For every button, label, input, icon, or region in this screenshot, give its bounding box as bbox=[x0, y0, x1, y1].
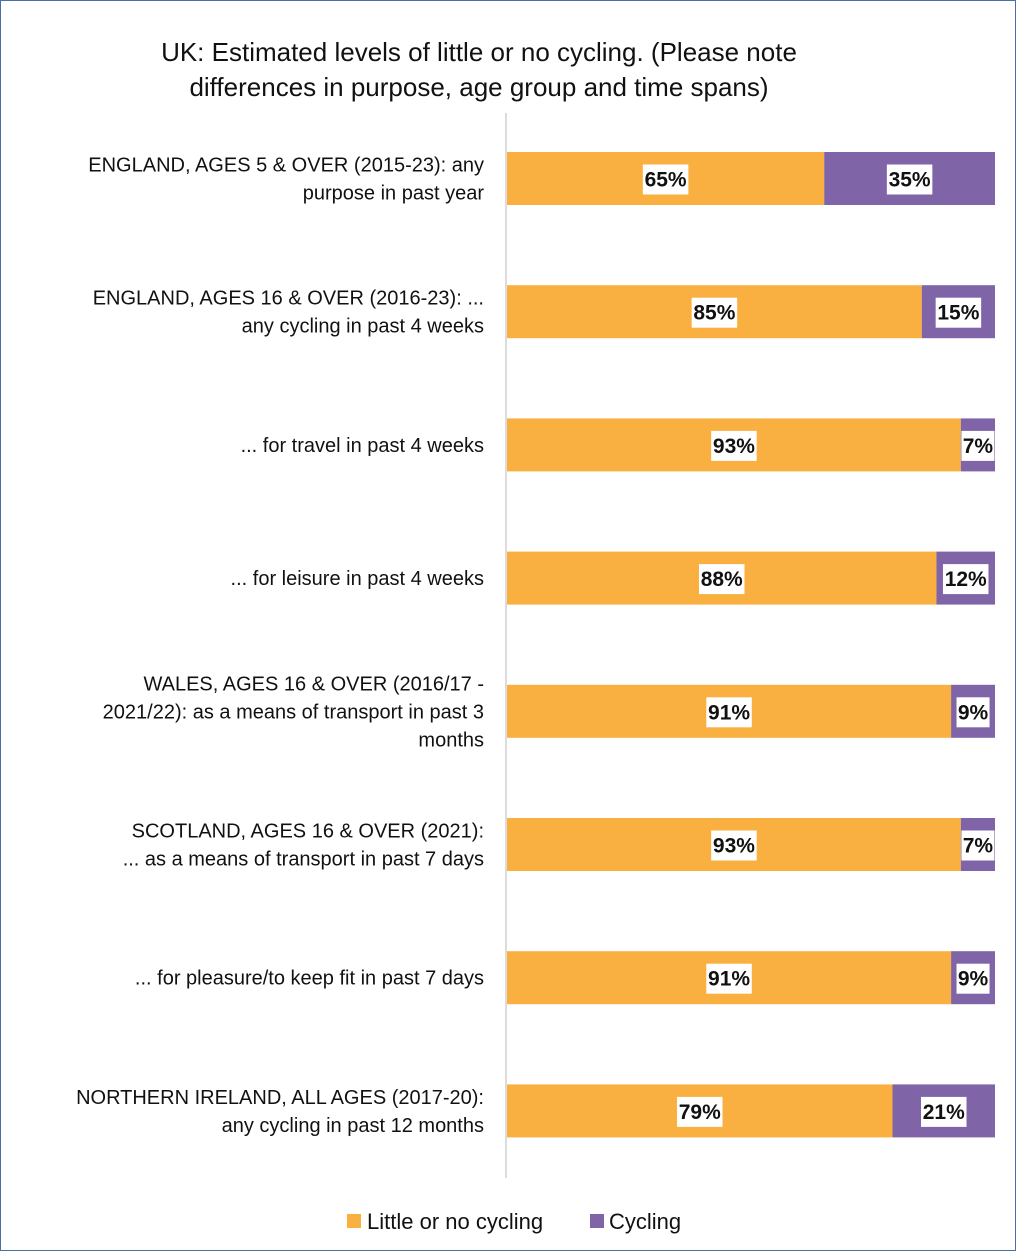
data-label-box-cycling-4 bbox=[956, 697, 990, 728]
category-label-6-line-0: ... for pleasure/to keep fit in past 7 d… bbox=[135, 968, 484, 990]
category-labels: ENGLAND, AGES 5 & OVER (2015-23): any pur… bbox=[76, 155, 484, 1137]
chart-title: UK: Estimated levels of little or no cyc… bbox=[161, 37, 797, 102]
data-label-little-or-no-cycling-0: 65% bbox=[645, 169, 687, 192]
data-label-little-or-no-cycling-3: 88% bbox=[701, 568, 743, 591]
data-label-box-cycling-1 bbox=[935, 297, 982, 328]
data-label-box-little-or-no-cycling-7 bbox=[677, 1096, 723, 1127]
legend-swatch-cycling bbox=[590, 1214, 604, 1228]
bars: 65% 35% 85% 15% 93% 7% 88% 12% 91% 9% 93% 7% 91% 9% 79… bbox=[507, 152, 995, 1138]
data-label-box-cycling-0 bbox=[886, 164, 933, 195]
category-label-5-line-1: ... as a means of transport in past 7 da… bbox=[123, 849, 484, 871]
data-label-little-or-no-cycling-2: 93% bbox=[713, 435, 755, 458]
data-label-cycling-6: 9% bbox=[958, 968, 989, 991]
data-label-box-cycling-2 bbox=[961, 430, 995, 461]
data-label-box-cycling-7 bbox=[921, 1096, 967, 1127]
data-label-box-cycling-6 bbox=[956, 963, 990, 994]
category-label-1-line-0: ENGLAND, AGES 16 & OVER (2016-23): ... bbox=[93, 288, 484, 310]
category-label-0-line-1: purpose in past year bbox=[303, 183, 485, 205]
data-label-little-or-no-cycling-7: 79% bbox=[679, 1101, 721, 1124]
category-label-3-line-0: ... for leisure in past 4 weeks bbox=[231, 568, 484, 590]
legend: Little or no cycling Cycling bbox=[347, 1209, 681, 1234]
data-label-box-little-or-no-cycling-5 bbox=[711, 830, 757, 861]
data-label-cycling-3: 12% bbox=[945, 568, 987, 591]
category-label-2-line-0: ... for travel in past 4 weeks bbox=[241, 435, 484, 457]
data-label-box-cycling-3 bbox=[942, 564, 989, 595]
chart-title-line-2: differences in purpose, age group and ti… bbox=[189, 72, 768, 102]
data-label-little-or-no-cycling-5: 93% bbox=[713, 835, 755, 858]
category-label-0-line-0: ENGLAND, AGES 5 & OVER (2015-23): any bbox=[88, 155, 484, 177]
data-label-cycling-1: 15% bbox=[937, 302, 979, 325]
category-label-5-line-0: SCOTLAND, AGES 16 & OVER (2021): bbox=[132, 821, 484, 843]
data-label-little-or-no-cycling-1: 85% bbox=[693, 302, 735, 325]
data-label-cycling-2: 7% bbox=[963, 435, 994, 458]
data-label-cycling-5: 7% bbox=[963, 835, 994, 858]
category-label-4-line-2: months bbox=[418, 729, 484, 751]
data-label-box-little-or-no-cycling-0 bbox=[642, 164, 689, 195]
data-label-little-or-no-cycling-6: 91% bbox=[708, 968, 750, 991]
data-label-box-little-or-no-cycling-2 bbox=[711, 430, 757, 461]
data-label-box-cycling-5 bbox=[961, 830, 995, 861]
legend-label-cycling: Cycling bbox=[609, 1209, 681, 1234]
data-label-box-little-or-no-cycling-4 bbox=[706, 697, 752, 728]
data-label-box-little-or-no-cycling-1 bbox=[691, 297, 738, 328]
category-label-1-line-1: any cycling in past 4 weeks bbox=[242, 316, 484, 338]
legend-label-little-or-no-cycling: Little or no cycling bbox=[367, 1209, 543, 1234]
legend-swatch-little-or-no-cycling bbox=[347, 1214, 361, 1228]
category-label-7-line-0: NORTHERN IRELAND, ALL AGES (2017-20): bbox=[76, 1087, 484, 1109]
data-label-cycling-4: 9% bbox=[958, 701, 989, 724]
data-label-box-little-or-no-cycling-3 bbox=[698, 564, 745, 595]
data-label-cycling-0: 35% bbox=[889, 169, 931, 192]
data-label-cycling-7: 21% bbox=[923, 1101, 965, 1124]
chart-title-line-1: UK: Estimated levels of little or no cyc… bbox=[161, 37, 797, 67]
data-label-little-or-no-cycling-4: 91% bbox=[708, 701, 750, 724]
category-label-7-line-1: any cycling in past 12 months bbox=[222, 1115, 484, 1137]
category-label-4-line-0: WALES, AGES 16 & OVER (2016/17 - bbox=[143, 673, 484, 695]
category-label-4-line-1: 2021/22): as a means of transport in pas… bbox=[103, 701, 484, 723]
data-label-box-little-or-no-cycling-6 bbox=[706, 963, 752, 994]
